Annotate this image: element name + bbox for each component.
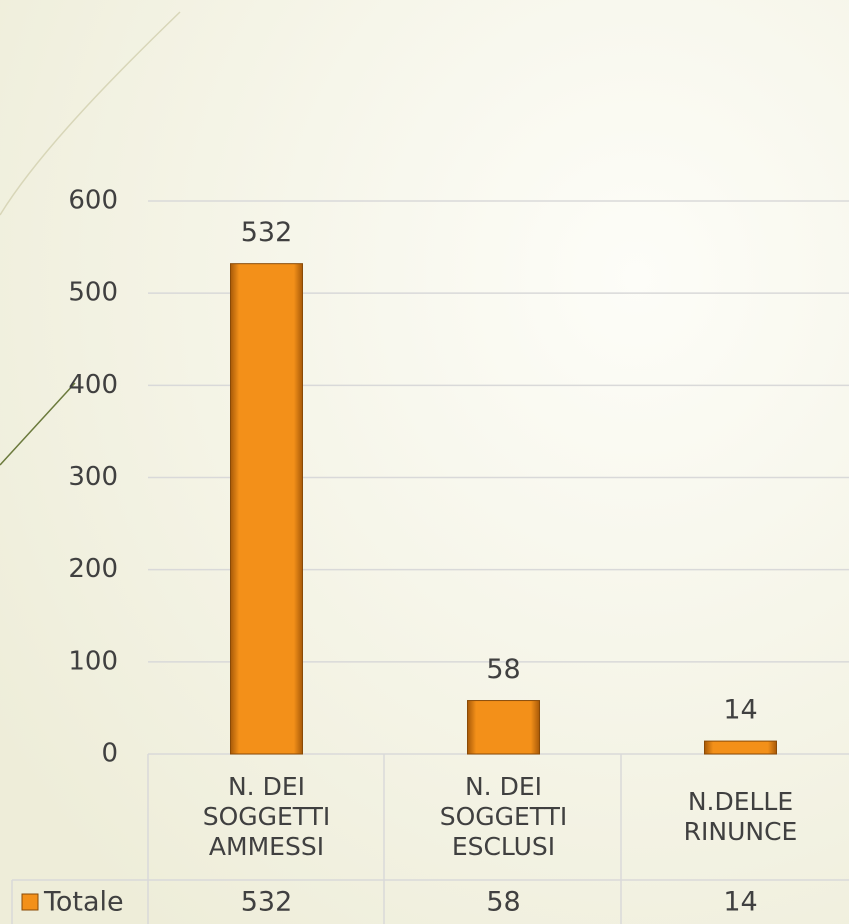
legend-label: Totale (43, 887, 124, 918)
bar (704, 740, 777, 755)
y-tick-label: 600 (68, 186, 118, 216)
y-tick-label: 200 (68, 554, 118, 584)
data-label: 14 (723, 695, 757, 726)
y-tick-label: 100 (68, 646, 118, 676)
table-value: 14 (723, 887, 757, 918)
decor-line (0, 382, 76, 466)
data-label: 532 (241, 217, 293, 248)
table-value: 532 (241, 887, 293, 918)
data-label: 58 (486, 654, 520, 685)
decor-arc (0, 11, 181, 216)
data-table (11, 754, 849, 924)
bar (467, 700, 540, 755)
bar (230, 263, 303, 755)
x-tick-label: N. DEI SOGGETTI ESCLUSI (439, 772, 568, 861)
y-tick-label: 500 (68, 278, 118, 308)
x-tick-label: N.DELLE RINUNCE (683, 787, 798, 846)
y-tick-label: 0 (101, 739, 118, 769)
legend-swatch (21, 893, 39, 911)
y-tick-label: 300 (68, 462, 118, 492)
x-tick-label: N. DEI SOGGETTI AMMESSI (202, 772, 331, 861)
y-tick-label: 400 (68, 370, 118, 400)
table-value: 58 (486, 887, 520, 918)
